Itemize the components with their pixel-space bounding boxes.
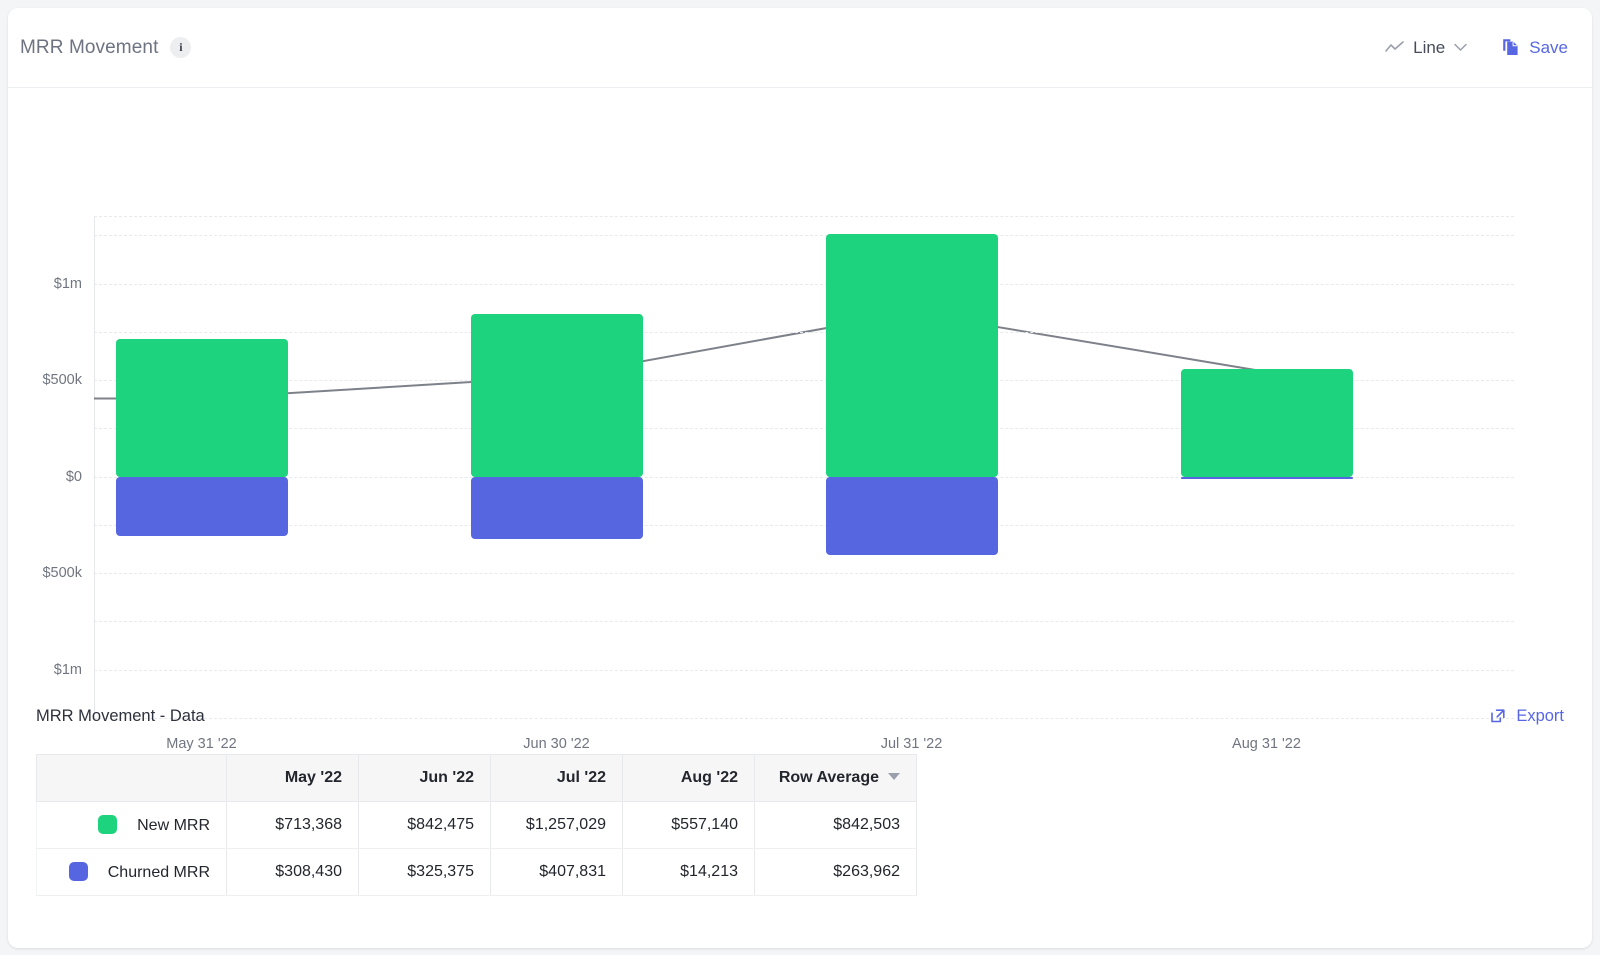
card-header: MRR Movement i Line <box>8 8 1592 88</box>
table-cell: $842,475 <box>358 801 491 849</box>
mrr-movement-card: MRR Movement i Line <box>8 8 1592 948</box>
row-label-cell: New MRR <box>36 801 227 849</box>
table-row: New MRR $713,368 $842,475 $1,257,029 $557,14… <box>36 801 917 849</box>
row-label-cell: Churned MRR <box>36 848 227 896</box>
chart-area: $1m $500k $0 $500k $1m May 31 '22 Jun 30 '22 J… <box>8 88 1592 752</box>
chevron-down-icon <box>1454 43 1467 52</box>
series-name: New MRR <box>137 817 210 834</box>
table-cell: $325,375 <box>358 848 491 896</box>
data-header: MRR Movement - Data Export <box>36 688 1564 744</box>
bar-churned-mrr[interactable] <box>115 476 288 537</box>
x-axis-tick-label: Jun 30 '22 <box>523 736 590 752</box>
x-axis-tick-label: May 31 '22 <box>166 736 237 752</box>
data-table: May '22 Jun '22 Jul '22 Aug '22 Row Average … <box>36 754 917 896</box>
export-label: Export <box>1516 706 1564 725</box>
y-axis-tick-label: $0 <box>65 468 82 485</box>
series-color-swatch <box>98 815 118 834</box>
line-chart-icon <box>1385 40 1404 55</box>
data-section: MRR Movement - Data Export May '22 Jun '2… <box>8 688 1592 896</box>
column-header-blank <box>36 754 227 802</box>
table-body: New MRR $713,368 $842,475 $1,257,029 $557,14… <box>36 801 917 896</box>
bar-new-mrr[interactable] <box>825 233 998 477</box>
save-label: Save <box>1529 37 1568 57</box>
column-header-may-22[interactable]: May '22 <box>226 754 359 802</box>
column-header-aug-22[interactable]: Aug '22 <box>622 754 755 802</box>
y-axis-tick-label: $1m <box>53 275 82 292</box>
save-button[interactable]: Save <box>1501 38 1568 58</box>
column-header-label: Jun '22 <box>419 769 475 786</box>
gridline <box>94 216 1514 217</box>
column-header-label: Aug '22 <box>680 769 738 786</box>
bar-new-mrr[interactable] <box>1180 369 1353 477</box>
table-cell: $713,368 <box>226 801 359 849</box>
table-row: Churned MRR $308,430 $325,375 $407,831 $14,2… <box>36 848 917 896</box>
info-icon[interactable]: i <box>170 37 192 58</box>
series-color-swatch <box>68 862 88 881</box>
header-actions: Line Save <box>1385 38 1568 58</box>
column-header-row-average[interactable]: Row Average <box>754 754 917 802</box>
series-name: Churned MRR <box>107 864 210 881</box>
x-axis-tick-label: Aug 31 '22 <box>1232 736 1301 752</box>
bar-new-mrr[interactable] <box>470 313 643 477</box>
gridline <box>94 331 1514 333</box>
gridline <box>94 235 1514 237</box>
bar-new-mrr[interactable] <box>115 338 288 477</box>
data-title: MRR Movement - Data <box>36 706 205 725</box>
y-axis-tick-label: $500k <box>42 372 82 389</box>
gridline <box>94 573 1514 575</box>
bar-churned-mrr[interactable] <box>1180 476 1353 480</box>
gridline <box>94 380 1514 382</box>
gridline <box>94 718 1514 719</box>
gridline <box>94 524 1514 526</box>
column-header-label: Jul '22 <box>556 769 606 786</box>
y-axis-tick-label: $1m <box>53 661 82 678</box>
export-button[interactable]: Export <box>1489 707 1564 726</box>
table-cell: $263,962 <box>754 848 917 896</box>
table-cell: $557,140 <box>622 801 755 849</box>
y-axis-tick-label: $500k <box>42 565 82 582</box>
external-link-icon <box>1489 707 1507 725</box>
title-group: MRR Movement i <box>20 36 192 59</box>
sort-descending-icon[interactable] <box>888 773 900 780</box>
table-cell: $14,213 <box>622 848 755 896</box>
table-cell: $308,430 <box>226 848 359 896</box>
page-title: MRR Movement <box>20 36 159 58</box>
gridline <box>94 669 1514 671</box>
table-cell: $842,503 <box>754 801 917 849</box>
bar-churned-mrr[interactable] <box>470 476 643 540</box>
y-axis-labels: $1m $500k $0 $500k $1m <box>8 88 1592 688</box>
table-header-row: May '22 Jun '22 Jul '22 Aug '22 Row Average <box>36 754 917 802</box>
chart-type-selector[interactable]: Line <box>1385 38 1467 58</box>
gridline <box>94 476 1514 478</box>
plot-region <box>94 216 1514 719</box>
bar-churned-mrr[interactable] <box>825 476 998 556</box>
column-header-jul-22[interactable]: Jul '22 <box>490 754 623 802</box>
table-cell: $1,257,029 <box>490 801 623 849</box>
chart-type-label: Line <box>1413 37 1446 57</box>
gridline <box>94 428 1514 430</box>
gridline <box>94 283 1514 285</box>
table-cell: $407,831 <box>490 848 623 896</box>
x-axis-tick-label: Jul 31 '22 <box>880 736 943 752</box>
y-axis-line <box>94 216 95 718</box>
column-header-jun-22[interactable]: Jun '22 <box>358 754 491 802</box>
gridline <box>94 621 1514 623</box>
duplicate-icon <box>1501 38 1520 57</box>
column-header-label: Row Average <box>778 769 879 786</box>
column-header-label: May '22 <box>284 769 342 786</box>
